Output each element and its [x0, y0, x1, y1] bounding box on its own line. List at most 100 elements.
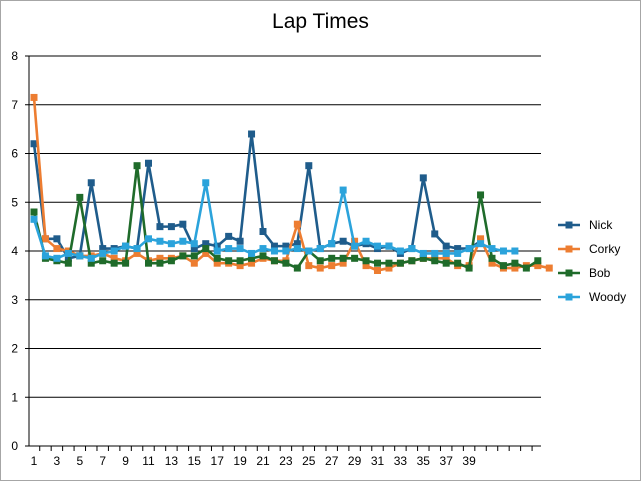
data-point-woody-8 [110, 247, 118, 255]
data-point-bob-7 [99, 257, 107, 265]
data-point-corky-10 [133, 249, 141, 257]
data-point-woody-1 [30, 215, 38, 223]
data-point-nick-28 [339, 237, 347, 245]
data-point-bob-20 [248, 254, 256, 262]
y-tick-label-0: 0 [11, 439, 18, 453]
data-point-corky-46 [545, 264, 553, 272]
legend: Nick Corky Bob Woody [558, 218, 626, 304]
data-point-woody-17 [213, 247, 221, 255]
data-point-corky-28 [339, 259, 347, 267]
data-point-woody-41 [488, 245, 496, 253]
data-point-bob-35 [419, 254, 427, 262]
data-point-woody-36 [431, 249, 439, 257]
data-point-nick-12 [156, 223, 164, 231]
data-point-nick-13 [167, 223, 175, 231]
series-lines [30, 93, 553, 274]
data-point-corky-12 [156, 254, 164, 262]
data-point-woody-18 [225, 245, 233, 253]
data-point-corky-45 [534, 262, 542, 270]
data-point-woody-43 [511, 247, 519, 255]
data-point-corky-20 [248, 259, 256, 267]
data-point-corky-17 [213, 259, 221, 267]
data-point-corky-41 [488, 259, 496, 267]
x-tick-label-13: 13 [165, 454, 179, 468]
y-tick-label-1: 1 [11, 390, 18, 404]
data-point-nick-16 [202, 240, 210, 248]
legend-label-nick: Nick [589, 218, 613, 232]
data-point-nick-3 [53, 235, 61, 243]
data-point-bob-43 [511, 259, 519, 267]
y-tick-label-3: 3 [11, 293, 18, 307]
x-tick-label-31: 31 [371, 454, 385, 468]
data-point-bob-30 [362, 257, 370, 265]
y-tick-label-7: 7 [11, 98, 18, 112]
data-point-woody-21 [259, 245, 267, 253]
data-point-nick-18 [225, 232, 233, 240]
x-tick-label-27: 27 [325, 454, 339, 468]
data-point-woody-14 [179, 237, 187, 245]
data-point-woody-32 [385, 242, 393, 250]
data-point-nick-14 [179, 220, 187, 228]
legend-label-bob: Bob [589, 266, 611, 280]
data-point-corky-40 [477, 235, 485, 243]
data-point-woody-20 [248, 249, 256, 257]
data-point-woody-39 [465, 245, 473, 253]
data-point-corky-15 [190, 259, 198, 267]
data-point-woody-9 [122, 242, 130, 250]
data-point-woody-16 [202, 179, 210, 187]
data-point-bob-6 [87, 259, 95, 267]
legend-label-woody: Woody [589, 290, 626, 304]
data-point-corky-3 [53, 245, 61, 253]
data-point-woody-40 [477, 240, 485, 248]
data-point-bob-41 [488, 254, 496, 262]
data-point-corky-24 [293, 220, 301, 228]
data-point-corky-16 [202, 249, 210, 257]
x-tick-label-7: 7 [99, 454, 106, 468]
data-point-corky-25 [305, 262, 313, 270]
legend-marker-woody [565, 293, 573, 301]
x-tick-label-35: 35 [417, 454, 431, 468]
legend-marker-nick [565, 221, 573, 229]
data-point-woody-15 [190, 240, 198, 248]
data-point-bob-14 [179, 252, 187, 260]
data-point-bob-21 [259, 252, 267, 260]
data-point-bob-22 [270, 257, 278, 265]
data-point-bob-38 [454, 259, 462, 267]
data-point-woody-19 [236, 245, 244, 253]
legend-marker-bob [565, 269, 573, 277]
data-point-bob-13 [167, 257, 175, 265]
data-point-bob-19 [236, 257, 244, 265]
data-point-corky-8 [110, 254, 118, 262]
data-point-corky-43 [511, 264, 519, 272]
y-tick-label-2: 2 [11, 342, 18, 356]
data-point-bob-1 [30, 208, 38, 216]
data-point-corky-26 [316, 264, 324, 272]
data-point-bob-34 [408, 257, 416, 265]
x-tick-label-23: 23 [279, 454, 293, 468]
x-tick-label-3: 3 [54, 454, 61, 468]
data-point-bob-26 [316, 257, 324, 265]
x-tick-label-19: 19 [233, 454, 247, 468]
data-point-bob-33 [396, 259, 404, 267]
y-tick-label-4: 4 [11, 244, 18, 258]
x-tick-label-1: 1 [31, 454, 38, 468]
data-point-corky-27 [328, 262, 336, 270]
y-tick-label-8: 8 [11, 49, 18, 63]
data-point-bob-4 [64, 259, 72, 267]
y-tick-label-5: 5 [11, 195, 18, 209]
data-point-corky-2 [41, 235, 49, 243]
data-point-corky-1 [30, 93, 38, 101]
x-tick-label-37: 37 [440, 454, 454, 468]
data-point-woody-35 [419, 249, 427, 257]
data-point-woody-37 [442, 249, 450, 257]
x-tick-label-29: 29 [348, 454, 362, 468]
data-point-bob-37 [442, 259, 450, 267]
x-tick-label-21: 21 [256, 454, 270, 468]
chart-title: Lap Times [272, 10, 369, 33]
data-point-woody-38 [454, 249, 462, 257]
x-tick-label-17: 17 [211, 454, 225, 468]
data-point-bob-11 [145, 259, 152, 267]
data-point-bob-31 [374, 259, 381, 267]
data-point-woody-23 [282, 247, 290, 255]
data-point-nick-11 [145, 159, 152, 167]
